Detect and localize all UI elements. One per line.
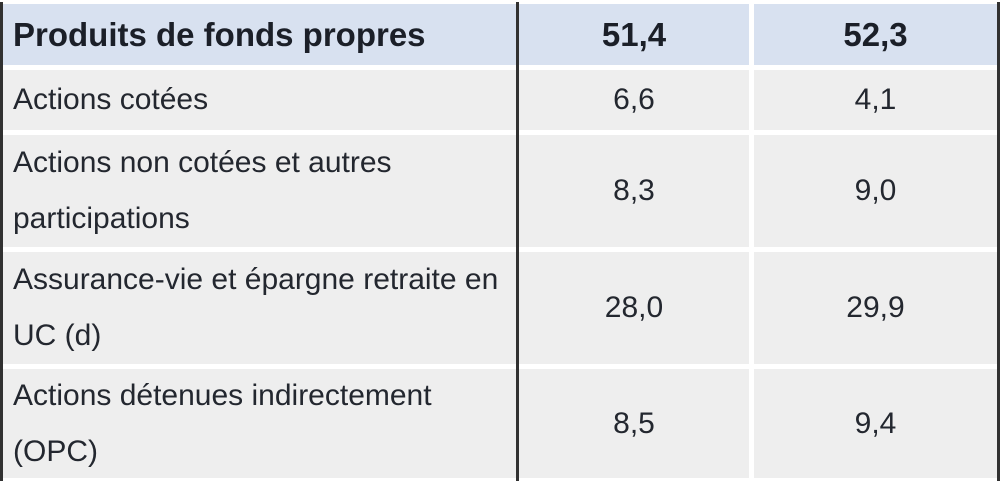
row-value-cell-1: 6,6 — [519, 70, 749, 130]
row-label-cell: Actions non cotées et autres participati… — [3, 135, 516, 247]
table-row: Assurance-vie et épargne retraite en UC … — [3, 252, 997, 364]
header-value-cell-2: 52,3 — [754, 4, 997, 65]
row-label-cell: Actions cotées — [3, 70, 516, 130]
table-header-row: Produits de fonds propres 51,4 52,3 — [3, 4, 997, 65]
header-label-cell: Produits de fonds propres — [3, 4, 516, 65]
row-value-cell-2: 4,1 — [754, 70, 997, 130]
row-label-cell: Assurance-vie et épargne retraite en UC … — [3, 252, 516, 364]
table-left-border-line — [0, 2, 3, 481]
row-value-cell-1: 8,3 — [519, 135, 749, 247]
table-row: Actions détenues indirectement (OPC) 8,5… — [3, 369, 997, 478]
table-row: Actions cotées 6,6 4,1 — [3, 70, 997, 130]
row-value-cell-1: 28,0 — [519, 252, 749, 364]
table-row: Actions non cotées et autres participati… — [3, 135, 997, 247]
row-label-cell: Actions détenues indirectement (OPC) — [3, 369, 516, 478]
column-divider-line — [516, 2, 519, 481]
row-value-cell-1: 8,5 — [519, 369, 749, 478]
row-value-cell-2: 29,9 — [754, 252, 997, 364]
row-value-cell-2: 9,4 — [754, 369, 997, 478]
table-right-border-line — [997, 2, 1000, 481]
row-value-cell-2: 9,0 — [754, 135, 997, 247]
table-rows: Produits de fonds propres 51,4 52,3 Acti… — [3, 4, 997, 478]
header-value-cell-1: 51,4 — [519, 4, 749, 65]
